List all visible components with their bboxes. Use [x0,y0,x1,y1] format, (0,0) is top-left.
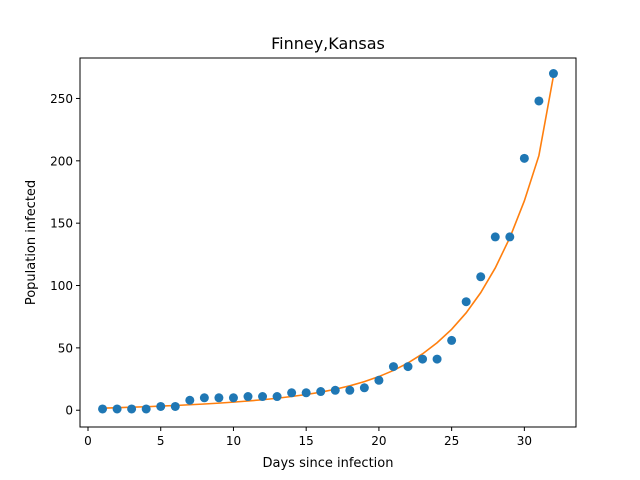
data-point [505,232,515,242]
data-point [330,385,340,395]
data-point [548,69,558,79]
data-point [519,153,529,163]
data-point [112,404,122,414]
data-point [432,354,442,364]
data-point [185,395,195,405]
x-tick-label: 25 [444,434,459,448]
data-point [228,393,238,403]
y-tick-label: 250 [50,92,73,106]
x-tick-label: 20 [371,434,386,448]
data-point [345,385,355,395]
chart-title: Finney,Kansas [271,34,385,53]
y-tick-label: 50 [58,341,73,355]
x-tick-label: 0 [84,434,92,448]
data-point [447,335,457,345]
series-layer [98,69,558,414]
x-tick-label: 5 [157,434,165,448]
data-point [374,375,384,385]
data-point [272,392,282,402]
data-point [316,387,326,397]
data-point [98,404,108,414]
y-tick-label: 200 [50,154,73,168]
x-axis-ticks: 0 5 10 15 20 25 30 [84,427,532,448]
data-point [170,401,180,411]
data-point [534,96,544,106]
data-point [243,392,253,402]
data-point [476,272,486,282]
data-point [141,404,151,414]
data-point [127,404,137,414]
data-point [490,232,500,242]
data-point [359,383,369,393]
x-tick-label: 30 [517,434,532,448]
x-axis-label: Days since infection [263,456,394,471]
x-tick-label: 10 [226,434,241,448]
data-point [199,393,209,403]
plot-frame [79,57,577,428]
fit-curve-line [102,75,555,410]
data-point [258,392,268,402]
y-tick-label: 0 [65,404,73,418]
data-point [388,362,398,372]
x-tick-label: 15 [299,434,314,448]
data-point [287,388,297,398]
data-point [403,362,413,372]
y-axis-ticks: 0 50 100 150 200 250 [50,92,80,418]
y-tick-label: 100 [50,279,73,293]
data-point [418,354,428,364]
y-tick-label: 150 [50,217,73,231]
data-point [301,388,311,398]
data-point [214,393,224,403]
y-axis-label: Population infected [24,180,39,305]
data-point [461,297,471,307]
data-point [156,401,166,411]
